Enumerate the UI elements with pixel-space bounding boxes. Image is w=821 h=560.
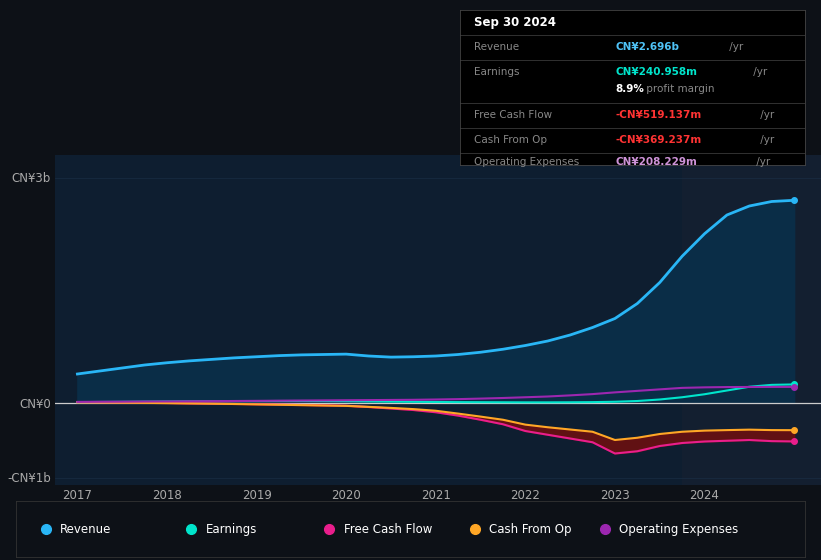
Text: Revenue: Revenue: [474, 42, 519, 52]
Text: Sep 30 2024: Sep 30 2024: [474, 16, 556, 29]
Text: CN¥2.696b: CN¥2.696b: [615, 42, 679, 52]
Text: profit margin: profit margin: [643, 84, 714, 94]
Text: -CN¥519.137m: -CN¥519.137m: [615, 110, 701, 120]
Text: /yr: /yr: [757, 110, 774, 120]
Text: CN¥208.229m: CN¥208.229m: [615, 157, 697, 167]
Text: Free Cash Flow: Free Cash Flow: [474, 110, 552, 120]
Text: Free Cash Flow: Free Cash Flow: [343, 522, 432, 536]
Text: Operating Expenses: Operating Expenses: [474, 157, 579, 167]
Text: /yr: /yr: [750, 67, 767, 77]
Text: 8.9%: 8.9%: [615, 84, 644, 94]
Text: Earnings: Earnings: [474, 67, 520, 77]
Text: -CN¥369.237m: -CN¥369.237m: [615, 135, 701, 145]
Text: Cash From Op: Cash From Op: [474, 135, 547, 145]
Text: CN¥240.958m: CN¥240.958m: [615, 67, 697, 77]
Text: Revenue: Revenue: [60, 522, 111, 536]
Text: /yr: /yr: [757, 135, 774, 145]
Text: /yr: /yr: [726, 42, 743, 52]
Text: /yr: /yr: [753, 157, 770, 167]
Text: Operating Expenses: Operating Expenses: [619, 522, 739, 536]
Text: Earnings: Earnings: [205, 522, 257, 536]
Bar: [682, 155, 821, 485]
Text: Cash From Op: Cash From Op: [489, 522, 571, 536]
